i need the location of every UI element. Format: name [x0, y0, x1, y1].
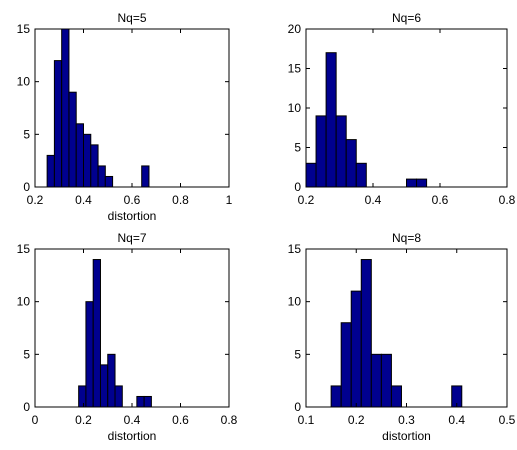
- histogram-bar: [350, 290, 362, 408]
- histogram-bar: [104, 175, 114, 188]
- x-tick-label: 0.2: [298, 193, 315, 207]
- histogram-bar: [78, 385, 87, 408]
- y-tick-label: 5: [23, 127, 30, 141]
- y-tick-label: 15: [288, 242, 302, 256]
- subplot-title: Nq=6: [392, 11, 421, 25]
- histogram-bar: [390, 385, 402, 408]
- x-tick-label: 0.2: [348, 413, 365, 427]
- y-tick-label: 10: [288, 101, 302, 115]
- histogram-bar: [370, 353, 382, 408]
- x-tick-label: 0.5: [499, 413, 516, 427]
- histogram-bar: [99, 364, 109, 408]
- x-tick-label: 0.4: [75, 193, 92, 207]
- x-tick-label: 0.4: [124, 413, 141, 427]
- y-tick-label: 5: [294, 347, 301, 361]
- subplot-title: Nq=7: [117, 231, 146, 245]
- x-tick-label: 0.6: [432, 193, 449, 207]
- y-tick-label: 0: [294, 180, 301, 194]
- histogram-bar: [416, 178, 428, 188]
- histogram-bar: [83, 133, 92, 188]
- histogram-bar: [380, 353, 392, 408]
- y-tick-label: 20: [288, 22, 302, 36]
- histogram-bar: [330, 385, 342, 408]
- histogram-bar: [325, 52, 337, 188]
- x-tick-label: 1: [226, 193, 233, 207]
- x-tick-label: 0.6: [124, 193, 141, 207]
- histogram-bar: [345, 139, 357, 188]
- histogram-bar: [53, 60, 63, 188]
- histogram-bar: [141, 165, 150, 188]
- y-tick-label: 0: [23, 180, 30, 194]
- x-axis-label: distortion: [108, 429, 157, 443]
- histogram-bar: [92, 259, 101, 408]
- histogram-bar: [46, 154, 55, 188]
- histogram-bar: [136, 395, 145, 408]
- subplot-title: Nq=5: [117, 11, 146, 25]
- y-tick-label: 0: [294, 400, 301, 414]
- x-axis-label: distortion: [382, 429, 431, 443]
- histogram-bar: [75, 123, 85, 188]
- histogram-bar: [143, 395, 152, 408]
- histogram-bar: [335, 115, 347, 188]
- subplot-title: Nq=8: [392, 231, 421, 245]
- y-tick-label: 10: [17, 295, 31, 309]
- y-tick-label: 10: [17, 75, 31, 89]
- histogram-bar: [90, 144, 99, 188]
- axes-box: [34, 248, 230, 408]
- histogram-bar: [406, 178, 418, 188]
- histogram-bar: [315, 115, 327, 188]
- histogram-bar: [61, 28, 70, 188]
- histogram-bar: [114, 385, 123, 408]
- axes-box: [305, 248, 508, 408]
- x-tick-label: 0.3: [398, 413, 415, 427]
- y-tick-label: 15: [17, 22, 31, 36]
- x-tick-label: 0.2: [27, 193, 44, 207]
- y-tick-label: 5: [294, 141, 301, 155]
- histogram-bar: [85, 301, 94, 408]
- histogram-bar: [107, 353, 116, 408]
- x-tick-label: 0: [32, 413, 39, 427]
- histogram-bar: [360, 259, 372, 408]
- histogram-bar: [355, 162, 367, 188]
- y-tick-label: 15: [17, 242, 31, 256]
- histogram-bar: [340, 322, 352, 408]
- x-tick-label: 0.4: [448, 413, 465, 427]
- histogram-bar: [68, 91, 77, 188]
- subplot-4: 0.1 0.2 0.3 0.4 0.5 0 5 10 15 Nq=8 distortion: [288, 231, 516, 443]
- subplot-3: 0 0.2 0.4 0.6 0.8 0 5 10 15 Nq=7 distortion: [17, 231, 238, 443]
- x-tick-label: 0.8: [221, 413, 238, 427]
- x-tick-label: 0.8: [499, 193, 516, 207]
- x-tick-label: 0.1: [298, 413, 315, 427]
- x-tick-label: 0.8: [172, 193, 189, 207]
- y-tick-label: 10: [288, 295, 302, 309]
- subplot-2: 0.2 0.4 0.6 0.8 0 5 10 15 20 Nq=6: [288, 11, 516, 207]
- x-tick-label: 0.6: [172, 413, 189, 427]
- y-tick-label: 15: [288, 62, 302, 76]
- x-axis-label: distortion: [108, 209, 157, 223]
- histogram-bar: [97, 165, 106, 188]
- histogram-bar: [305, 162, 317, 188]
- x-tick-label: 0.2: [75, 413, 92, 427]
- y-tick-label: 5: [23, 347, 30, 361]
- y-tick-label: 0: [23, 400, 30, 414]
- x-tick-label: 0.4: [365, 193, 382, 207]
